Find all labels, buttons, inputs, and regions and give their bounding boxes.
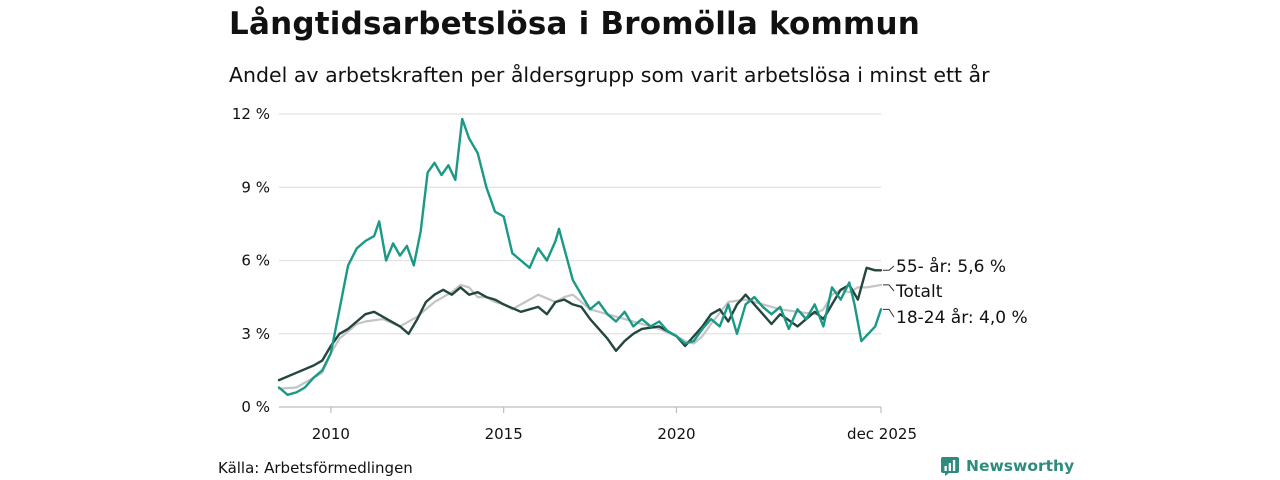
label-leader-1	[883, 284, 895, 292]
x-axis-ticks: 2010 2015 2020 dec 2025	[312, 407, 917, 443]
series-line-1	[277, 283, 883, 390]
series-lines	[277, 117, 883, 396]
x-tick-label: 2020	[657, 425, 695, 443]
y-axis-ticks: 0 % 3 % 6 % 9 % 12 %	[232, 105, 270, 416]
y-tick-label: 12 %	[232, 105, 270, 123]
label-leader-2	[883, 265, 895, 271]
x-tick-label: 2010	[312, 425, 350, 443]
y-tick-label: 0 %	[241, 398, 270, 416]
x-tick-label: 2015	[485, 425, 523, 443]
gridlines	[279, 113, 881, 408]
source-note: Källa: Arbetsförmedlingen	[218, 459, 413, 477]
x-tick-label: dec 2025	[847, 425, 917, 443]
brand-name: Newsworthy	[966, 457, 1075, 475]
series-end-label-1: Totalt	[895, 282, 943, 302]
y-tick-label: 9 %	[241, 178, 270, 196]
chart-subtitle: Andel av arbetskraften per åldersgrupp s…	[229, 63, 990, 87]
y-tick-label: 6 %	[241, 252, 270, 270]
series-end-label-3: 18-24 år: 4,0 %	[896, 307, 1028, 328]
series-line-2	[277, 266, 883, 382]
series-line-3	[277, 117, 883, 396]
y-tick-label: 3 %	[241, 325, 270, 343]
newsworthy-logo-icon	[941, 457, 959, 476]
series-end-label-2: 55- år: 5,6 %	[896, 256, 1006, 277]
label-leader-3	[883, 308, 895, 318]
series-end-labels: Totalt 55- år: 5,6 % 18-24 år: 4,0 %	[883, 256, 1028, 328]
brand-logo[interactable]: Newsworthy	[940, 456, 1074, 476]
chart-title: Långtidsarbetslösa i Bromölla kommun	[229, 6, 921, 42]
